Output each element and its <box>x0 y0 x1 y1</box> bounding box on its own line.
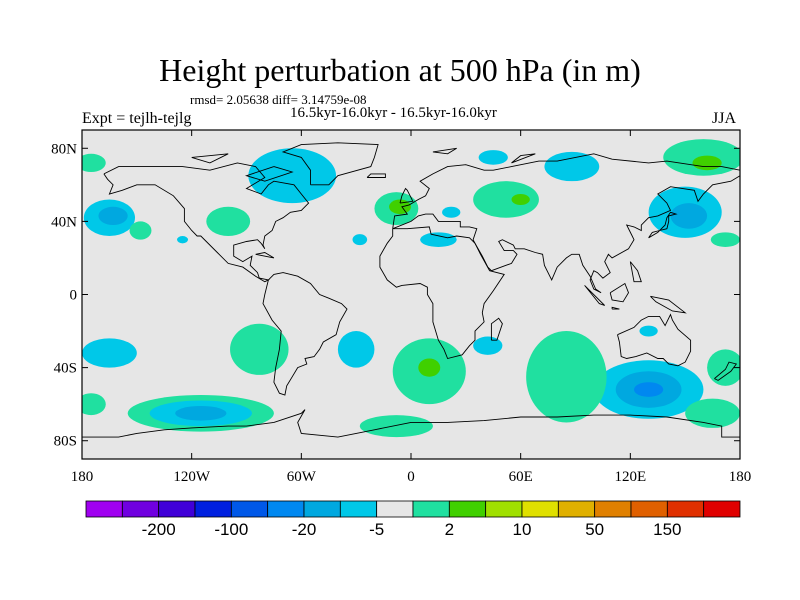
anomaly-region-neg1 <box>420 232 457 247</box>
anomaly-region-neg1 <box>248 148 337 204</box>
anomaly-region-neg1 <box>639 325 658 337</box>
lon-tick-label: 0 <box>407 469 415 485</box>
anomaly-region-pos1 <box>707 349 740 386</box>
anomaly-region-neg1 <box>177 236 189 244</box>
colorbar-label: -5 <box>369 520 384 539</box>
anomaly-region-neg1 <box>442 206 461 218</box>
colorbar-label: 50 <box>585 520 604 539</box>
lon-tick-label: 120E <box>614 469 646 485</box>
colorbar-swatch <box>230 500 269 518</box>
colorbar-swatch <box>412 500 450 518</box>
anomaly-region-pos1 <box>206 206 251 237</box>
anomaly-region-neg2 <box>98 206 128 226</box>
lat-tick-label: 40S <box>54 361 77 377</box>
coastline <box>609 282 629 303</box>
anomaly-region-neg1 <box>473 336 503 355</box>
anomaly-region-neg2 <box>670 203 708 229</box>
colorbar-label: 150 <box>653 520 681 539</box>
colorbar-swatch <box>666 500 705 518</box>
coastline <box>191 153 229 164</box>
coastline <box>281 142 379 186</box>
coastline <box>511 153 536 164</box>
map-title: Height perturbation at 500 hPa (in m) <box>159 52 641 88</box>
colorbar-swatch <box>267 500 305 518</box>
map-axes: 180 120W 60W 0 60E 120E 180 80N 40N 0 40S 80S <box>51 130 751 485</box>
anomaly-region-pos1 <box>230 323 289 375</box>
coastline <box>714 361 738 381</box>
coastline <box>262 272 348 396</box>
statistics-text: rmsd= 2.05638 diff= 3.14759e-08 <box>190 92 367 107</box>
coastline <box>379 226 505 360</box>
anomaly-region-pos1 <box>129 221 152 240</box>
coastline <box>245 166 294 182</box>
anomaly-region-pos1 <box>82 153 106 173</box>
lat-tick-label: 0 <box>70 288 78 304</box>
colorbar-swatch <box>521 500 559 518</box>
anomaly-region-neg3 <box>633 382 664 397</box>
coastline <box>255 252 275 259</box>
coastline <box>432 147 457 155</box>
colorbar-swatch <box>121 500 160 518</box>
colorbar: -200 -100 -20 -5 2 10 50 150 <box>85 500 741 539</box>
colorbar-swatch <box>557 500 596 518</box>
experiment-label: Expt = tejlh-tejlg <box>82 110 192 127</box>
colorbar-swatch <box>485 500 523 518</box>
anomaly-region-neg1 <box>478 150 508 165</box>
coastlines <box>82 142 740 438</box>
colorbar-swatch <box>339 500 378 518</box>
colorbar-swatch <box>376 500 414 518</box>
coastline <box>392 153 740 294</box>
coastline <box>584 285 606 306</box>
colorbar-swatch <box>594 500 632 518</box>
colorbar-swatch <box>158 500 196 518</box>
colorbar-label: -100 <box>214 520 248 539</box>
anomaly-region-pos2 <box>418 358 441 377</box>
coastline <box>648 211 678 239</box>
anomaly-region-neg1 <box>82 338 137 368</box>
anomaly-region-pos1 <box>82 393 106 416</box>
coastline <box>650 295 687 314</box>
anomaly-region-neg1 <box>544 151 600 182</box>
season-label: JJA <box>712 110 737 127</box>
lon-tick-label: 120W <box>173 469 211 485</box>
colorbar-swatch <box>194 500 232 518</box>
anomaly-region-neg1 <box>337 331 375 368</box>
coastline <box>629 261 642 283</box>
coastline <box>103 162 310 283</box>
anomaly-region-pos2 <box>692 155 722 171</box>
lon-tick-label: 60W <box>287 469 317 485</box>
lat-tick-label: 80N <box>51 141 77 157</box>
colorbar-swatch <box>85 500 123 518</box>
coastline <box>490 317 503 341</box>
coastline <box>366 173 386 178</box>
lon-tick-label: 180 <box>71 469 94 485</box>
anomaly-region-pos1 <box>359 415 433 438</box>
coastline <box>399 187 414 204</box>
coastline <box>617 313 692 367</box>
colorbar-label: 10 <box>513 520 532 539</box>
colorbar-swatch <box>448 500 487 518</box>
coastline <box>82 409 740 438</box>
lon-tick-label: 180 <box>729 469 752 485</box>
anomaly-region-pos1 <box>685 398 740 428</box>
colorbar-swatch <box>630 500 668 518</box>
anomaly-region-neg1 <box>352 234 368 246</box>
coastline <box>611 306 620 310</box>
lat-tick-label: 80S <box>54 434 77 450</box>
colorbar-label: -200 <box>142 520 176 539</box>
colorbar-label: 2 <box>445 520 454 539</box>
lon-tick-label: 60E <box>509 469 533 485</box>
anomaly-region-neg2 <box>175 405 227 421</box>
colorbar-swatch <box>703 500 741 518</box>
lat-tick-label: 40N <box>51 214 77 230</box>
anomaly-region-pos1 <box>473 181 539 218</box>
colorbar-label: -20 <box>292 520 317 539</box>
anomaly-region-pos2 <box>389 199 411 215</box>
anomaly-region-pos1 <box>710 232 740 247</box>
anomaly-region-pos1 <box>526 331 607 423</box>
period-label: 16.5kyr-16.0kyr - 16.5kyr-16.0kyr <box>290 105 497 121</box>
anomaly-region-pos2 <box>511 193 530 205</box>
colorbar-swatch <box>303 500 341 518</box>
